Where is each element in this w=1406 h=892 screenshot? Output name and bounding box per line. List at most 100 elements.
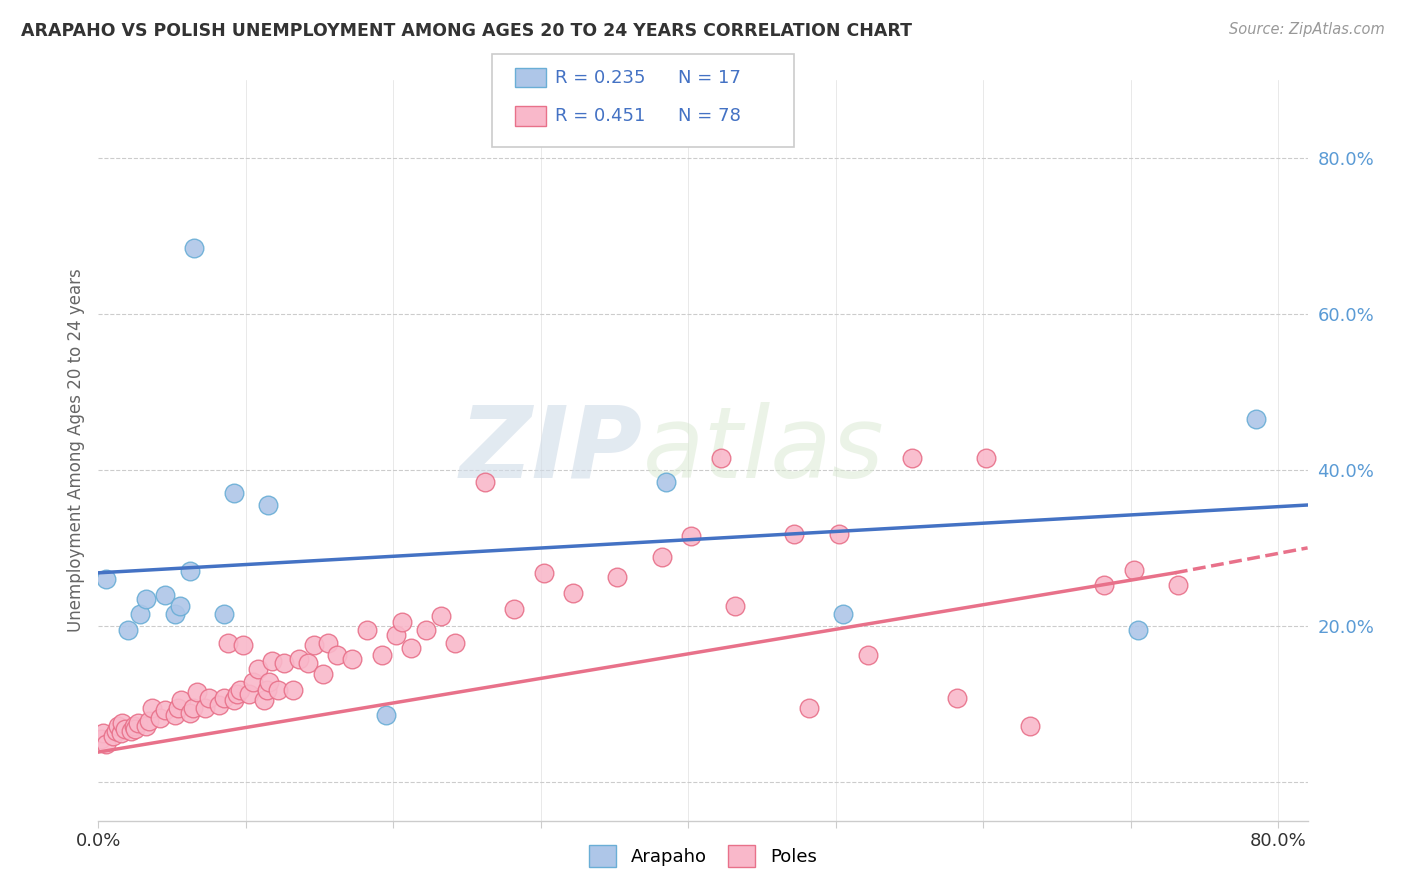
Point: [651, 550, 673, 565]
Point: [288, 651, 311, 665]
Point: [474, 475, 496, 489]
Point: [252, 693, 274, 707]
Y-axis label: Unemployment Among Ages 20 to 24 years: Unemployment Among Ages 20 to 24 years: [66, 268, 84, 632]
Point: [326, 648, 349, 663]
Text: atlas: atlas: [643, 402, 884, 499]
Point: [318, 636, 340, 650]
Point: [945, 690, 967, 705]
Point: [311, 667, 333, 681]
Point: [1092, 578, 1115, 592]
Point: [135, 718, 157, 732]
Point: [128, 607, 150, 621]
Point: [90, 731, 112, 746]
Point: [127, 716, 149, 731]
Text: N = 78: N = 78: [678, 107, 741, 125]
Point: [141, 700, 163, 714]
Point: [259, 674, 281, 689]
Point: [1122, 563, 1144, 577]
Point: [391, 615, 413, 629]
Point: [194, 700, 217, 714]
Point: [606, 570, 628, 584]
Point: [91, 726, 114, 740]
Point: [226, 687, 249, 701]
Point: [799, 700, 821, 714]
Point: [153, 588, 176, 602]
Point: [149, 711, 172, 725]
Point: [122, 718, 145, 732]
Point: [724, 599, 747, 614]
Point: [186, 685, 208, 699]
Text: Source: ZipAtlas.com: Source: ZipAtlas.com: [1229, 22, 1385, 37]
Point: [232, 638, 254, 652]
Point: [170, 693, 193, 707]
Point: [217, 636, 239, 650]
Point: [153, 703, 176, 717]
Point: [681, 529, 703, 543]
Point: [222, 486, 245, 500]
Point: [229, 682, 252, 697]
Point: [783, 526, 806, 541]
Point: [399, 640, 422, 655]
Point: [375, 708, 398, 723]
Point: [503, 601, 526, 615]
Point: [655, 475, 678, 489]
Point: [562, 586, 585, 600]
Legend: Arapaho, Poles: Arapaho, Poles: [582, 838, 824, 874]
Text: N = 17: N = 17: [678, 69, 741, 87]
Point: [94, 737, 117, 751]
Point: [117, 623, 139, 637]
Point: [302, 638, 325, 652]
Point: [120, 724, 142, 739]
Point: [101, 730, 124, 744]
Point: [179, 564, 201, 578]
Point: [256, 682, 278, 697]
Point: [1019, 718, 1042, 732]
Point: [297, 657, 319, 671]
Point: [273, 657, 295, 671]
Point: [124, 722, 146, 736]
Point: [856, 648, 879, 663]
Point: [257, 498, 280, 512]
Text: R = 0.451: R = 0.451: [555, 107, 645, 125]
Point: [212, 690, 235, 705]
Text: ARAPAHO VS POLISH UNEMPLOYMENT AMONG AGES 20 TO 24 YEARS CORRELATION CHART: ARAPAHO VS POLISH UNEMPLOYMENT AMONG AGE…: [21, 22, 912, 40]
Point: [246, 662, 269, 676]
Point: [444, 636, 467, 650]
Point: [212, 607, 235, 621]
Point: [169, 599, 191, 614]
Point: [105, 724, 128, 739]
Point: [710, 451, 733, 466]
Point: [1244, 412, 1267, 426]
Point: [222, 693, 245, 707]
Point: [114, 722, 136, 736]
Point: [832, 607, 855, 621]
Point: [1126, 623, 1149, 637]
Point: [415, 623, 437, 637]
Point: [165, 708, 187, 723]
Point: [110, 726, 132, 740]
Point: [1167, 578, 1189, 592]
Point: [135, 591, 157, 606]
Point: [198, 690, 221, 705]
Point: [138, 714, 160, 728]
Point: [827, 526, 849, 541]
Point: [340, 651, 363, 665]
Point: [429, 609, 451, 624]
Point: [179, 706, 201, 720]
Point: [107, 718, 129, 732]
Point: [181, 700, 204, 714]
Point: [165, 607, 187, 621]
Point: [111, 716, 134, 731]
Point: [533, 566, 555, 580]
Point: [242, 674, 264, 689]
Point: [901, 451, 924, 466]
Text: ZIP: ZIP: [460, 402, 643, 499]
Point: [167, 700, 190, 714]
Point: [94, 572, 117, 586]
Point: [385, 628, 408, 642]
Point: [208, 698, 231, 713]
Point: [356, 623, 378, 637]
Point: [974, 451, 997, 466]
Text: R = 0.235: R = 0.235: [555, 69, 645, 87]
Point: [183, 241, 205, 255]
